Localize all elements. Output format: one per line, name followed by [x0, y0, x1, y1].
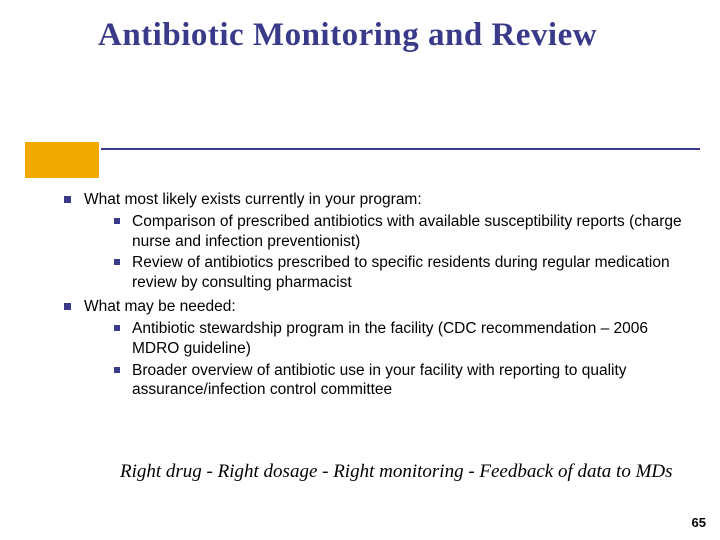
list-item-text: What most likely exists currently in you… [84, 191, 422, 208]
list-item-text: What may be needed: [84, 298, 236, 315]
list-item-text: Broader overview of antibiotic use in yo… [132, 362, 627, 399]
list-item-text: Comparison of prescribed antibiotics wit… [132, 213, 682, 250]
bullet-list: What most likely exists currently in you… [60, 190, 696, 400]
sub-list: Comparison of prescribed antibiotics wit… [84, 212, 696, 293]
slide: Antibiotic Monitoring and Review What mo… [0, 0, 720, 540]
list-item-text: Review of antibiotics prescribed to spec… [132, 254, 670, 291]
list-item-text: Antibiotic stewardship program in the fa… [132, 320, 648, 357]
list-item: What may be needed: Antibiotic stewardsh… [60, 297, 696, 400]
list-item: Antibiotic stewardship program in the fa… [112, 319, 696, 359]
page-number: 65 [692, 515, 706, 530]
list-item: Broader overview of antibiotic use in yo… [112, 361, 696, 401]
sub-list: Antibiotic stewardship program in the fa… [84, 319, 696, 400]
accent-square [23, 140, 101, 180]
list-item: Comparison of prescribed antibiotics wit… [112, 212, 696, 252]
tagline: Right drug - Right dosage - Right monito… [120, 460, 680, 484]
title-rule [98, 148, 700, 150]
list-item: What most likely exists currently in you… [60, 190, 696, 293]
body-area: What most likely exists currently in you… [60, 190, 696, 404]
list-item: Review of antibiotics prescribed to spec… [112, 253, 696, 293]
title-block: Antibiotic Monitoring and Review [98, 18, 700, 53]
page-title: Antibiotic Monitoring and Review [98, 18, 700, 53]
